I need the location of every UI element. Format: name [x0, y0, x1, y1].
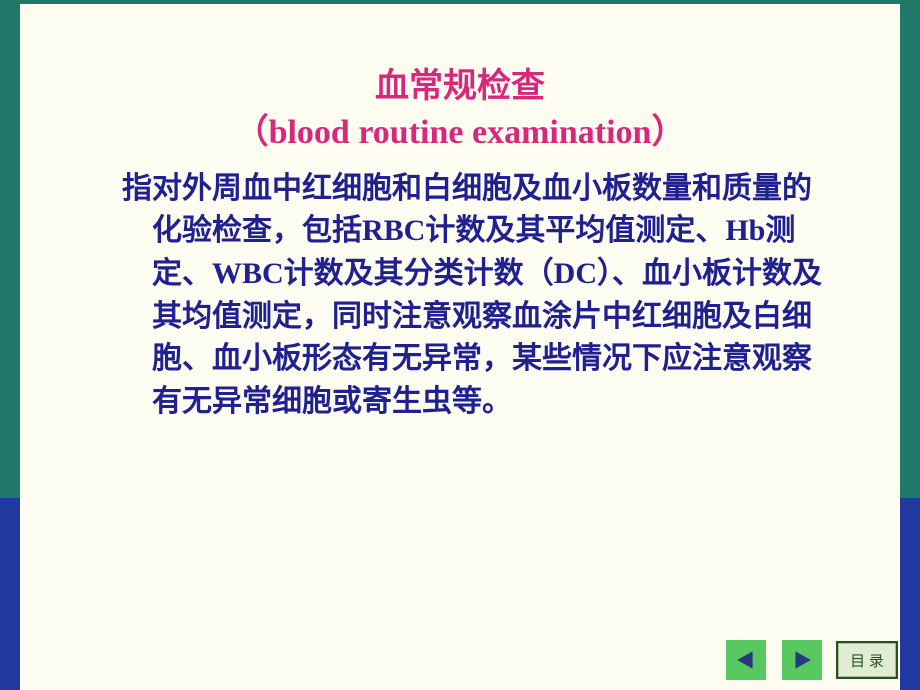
toc-button[interactable]: 目 录	[838, 643, 896, 677]
title-line-1: 血常规检查	[80, 64, 840, 110]
body-paragraph: 指对外周血中红细胞和白细胞及血小板数量和质量的化验检查，包括RBC计数及其平均值…	[80, 168, 840, 424]
nav-controls: 目 录	[726, 640, 896, 680]
right-strip	[900, 4, 920, 690]
triangle-right-icon	[791, 649, 813, 671]
left-strip	[0, 4, 20, 690]
next-button[interactable]	[782, 640, 822, 680]
slide-title: 血常规检查 （blood routine examination）	[80, 64, 840, 156]
prev-button[interactable]	[726, 640, 766, 680]
title-line-2: （blood routine examination）	[80, 110, 840, 156]
slide-content: 血常规检查 （blood routine examination） 指对外周血中…	[20, 4, 900, 690]
triangle-left-icon	[735, 649, 757, 671]
